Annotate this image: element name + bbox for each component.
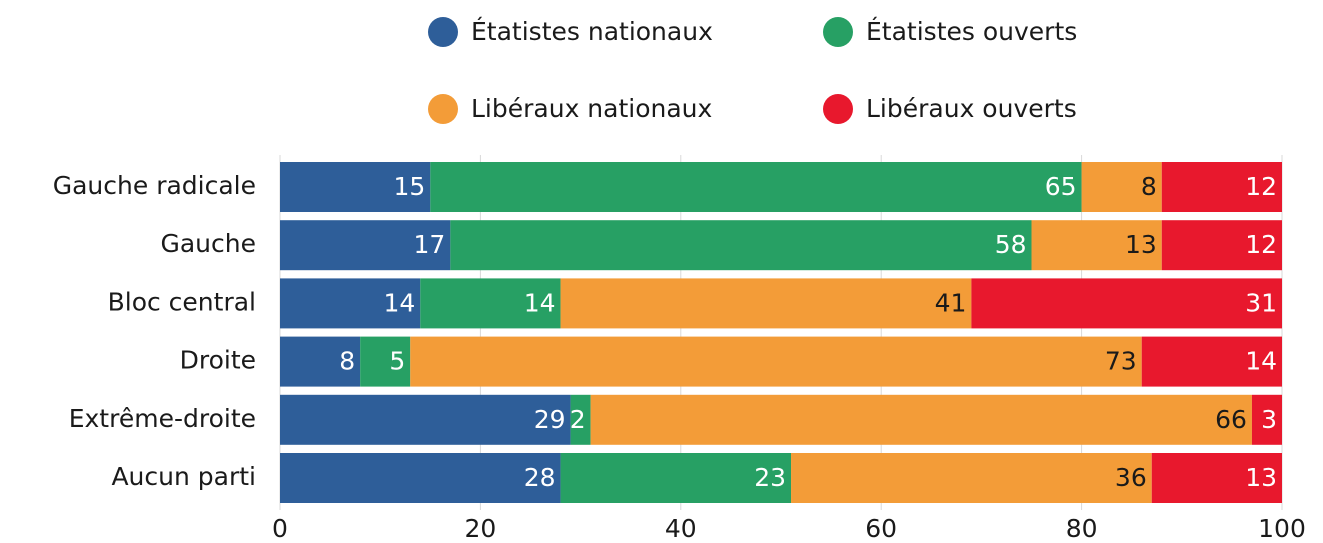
data-label: 13 [1125,230,1157,259]
legend-swatch [428,94,458,124]
x-tick-label: 80 [1066,514,1098,543]
y-tick-label: Bloc central [108,287,256,316]
bar-segment [560,278,972,329]
data-label: 5 [389,347,405,376]
bar-segment [450,220,1032,271]
data-label: 29 [534,405,566,434]
data-label: 23 [754,463,786,492]
x-tick-label: 20 [464,514,496,543]
x-tick-label: 0 [272,514,288,543]
bar-segment [360,336,411,387]
bar-segment [590,394,1252,445]
bar-segment [1161,162,1282,212]
data-label: 66 [1215,405,1247,434]
data-label: 8 [1141,172,1157,201]
data-label: 13 [1245,463,1277,492]
data-label: 58 [995,230,1027,259]
data-label: 12 [1245,172,1277,201]
x-tick-label: 60 [865,514,897,543]
x-tick-label: 100 [1258,514,1306,543]
data-label: 41 [935,288,967,317]
y-tick-label: Gauche [160,229,256,258]
bar-segment [420,278,561,329]
bar-segment [560,453,792,503]
legend-label: Étatistes nationaux [471,17,713,46]
bar-segment [971,278,1282,329]
bar-segment [1081,162,1162,212]
data-label: 73 [1105,347,1137,376]
data-label: 65 [1045,172,1077,201]
data-label: 31 [1245,288,1277,317]
bar-segment [280,278,421,329]
legend-label: Libéraux ouverts [866,94,1077,123]
bar-segment [570,394,591,445]
data-label: 3 [1261,405,1277,434]
data-label: 14 [524,288,556,317]
y-tick-label: Extrême-droite [69,404,256,433]
bar-segment [280,162,431,212]
bar-segment [1031,220,1162,271]
data-label: 14 [1245,347,1277,376]
bar-segment [280,220,451,271]
bar-segment [280,394,571,445]
y-tick-label: Aucun parti [111,462,256,491]
bar-segment [791,453,1152,503]
data-label: 17 [414,230,446,259]
legend-swatch [823,17,853,47]
bar-segment [1151,453,1282,503]
x-tick-label: 40 [665,514,697,543]
legend-swatch [428,17,458,47]
data-label: 2 [570,405,586,434]
bar-segment [1141,336,1282,387]
data-label: 15 [393,172,425,201]
bar-segment [280,336,361,387]
data-label: 12 [1245,230,1277,259]
data-label: 14 [383,288,415,317]
legend-label: Étatistes ouverts [866,17,1077,46]
y-tick-label: Droite [180,346,256,375]
data-label: 8 [339,347,355,376]
y-tick-label: Gauche radicale [53,171,256,200]
bar-segment [430,162,1082,212]
data-label: 28 [524,463,556,492]
bar-segment [1251,394,1282,445]
bar-segment [280,453,561,503]
legend-label: Libéraux nationaux [471,94,712,123]
bar-segment [1161,220,1282,271]
legend-swatch [823,94,853,124]
data-label: 36 [1115,463,1147,492]
bar-segment [410,336,1142,387]
